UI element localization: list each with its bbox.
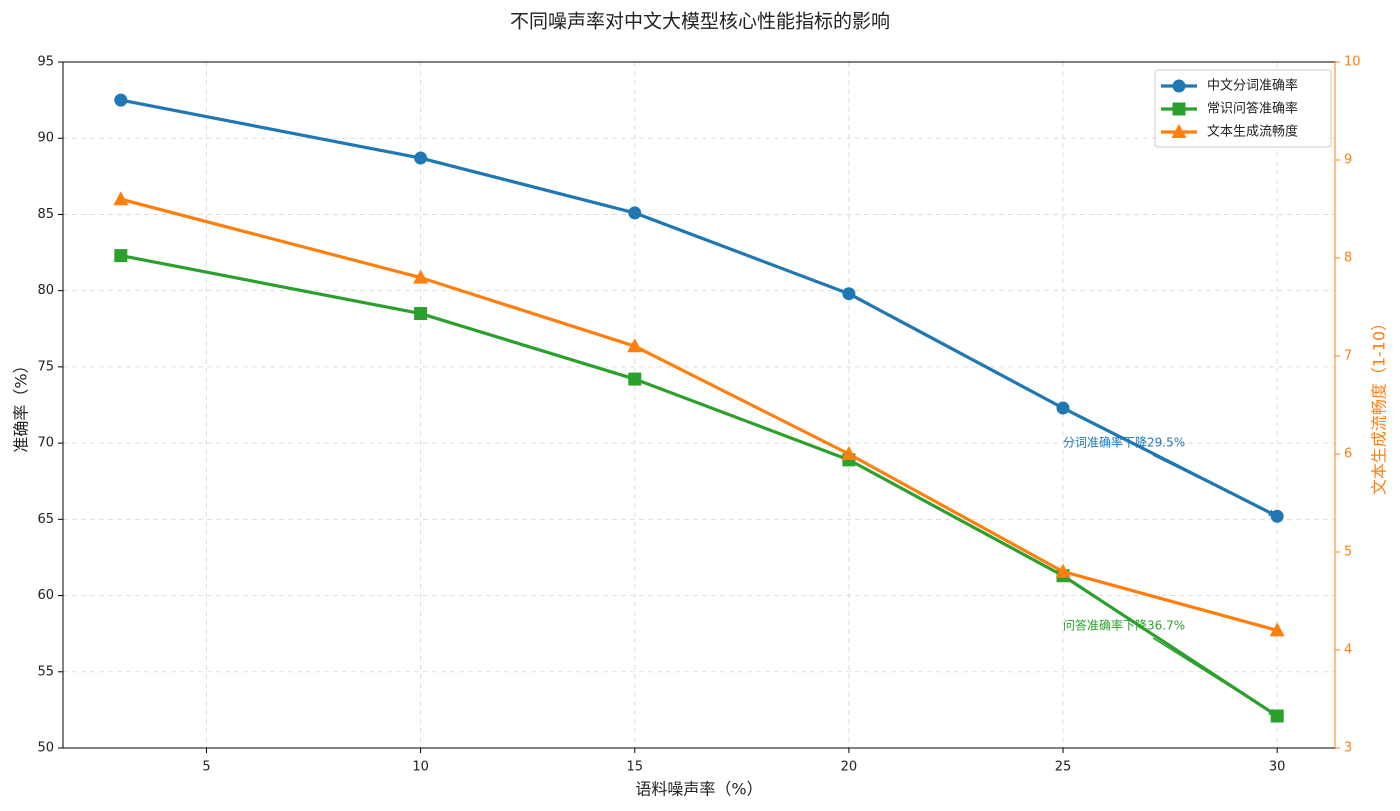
y-tick-label: 50 [37, 741, 54, 756]
y-tick-label: 75 [37, 359, 54, 374]
arrow-head [1268, 509, 1278, 517]
marker [113, 191, 129, 206]
marker [413, 269, 429, 284]
legend-box [1154, 69, 1332, 148]
marker [1056, 401, 1070, 415]
marker [1172, 79, 1186, 93]
legend-label: 常识问答准确率 [1207, 101, 1298, 117]
marker [841, 446, 857, 460]
y2-tick-label: 7 [1344, 349, 1352, 364]
marker [628, 206, 642, 220]
series-line [120, 98, 1278, 518]
y2-tick-label: 4 [1344, 643, 1352, 658]
y-tick-label: 80 [37, 283, 54, 298]
series-line [120, 254, 1279, 718]
annotation-arrow [1152, 454, 1278, 517]
legend-label: 中文分词准确率 [1207, 78, 1298, 94]
y2-tick-label: 10 [1344, 55, 1361, 70]
y-tick-label: 55 [37, 664, 54, 679]
y-tick-label: 85 [37, 207, 54, 222]
marker [414, 307, 428, 321]
y2-axis-label: 文本生成流畅度（1-10） [1370, 315, 1389, 495]
x-tick-label: 30 [1269, 760, 1286, 775]
y2-tick-label: 8 [1344, 251, 1352, 266]
y-tick-label: 90 [37, 131, 54, 146]
marker [414, 151, 428, 165]
arrow-head [1268, 708, 1278, 716]
marker [1055, 563, 1071, 578]
x-tick-label: 15 [626, 760, 643, 775]
y-tick-label: 60 [37, 588, 54, 603]
marker [114, 93, 128, 107]
annotation: 分词准确率下降29.5% [1063, 435, 1185, 450]
marker [1171, 124, 1187, 138]
x-axis-label: 语料噪声率（%） [635, 780, 762, 799]
y-tick-label: 95 [37, 55, 54, 70]
series-line [120, 197, 1278, 632]
y2-tick-label: 5 [1344, 545, 1352, 560]
x-tick-label: 20 [841, 760, 858, 775]
x-tick-label: 10 [412, 760, 429, 775]
x-tick-label: 25 [1055, 760, 1072, 775]
annotation-arrow [1152, 637, 1278, 717]
annotation: 问答准确率下降36.7% [1063, 618, 1185, 633]
marker [114, 249, 128, 263]
y-tick-label: 65 [37, 512, 54, 527]
marker [1269, 622, 1285, 637]
marker [1172, 102, 1186, 116]
y-tick-label: 70 [37, 436, 54, 451]
legend-label: 文本生成流畅度 [1207, 124, 1298, 140]
x-tick-label: 5 [202, 760, 210, 775]
y2-tick-label: 6 [1344, 447, 1352, 462]
marker [627, 338, 643, 353]
chart-title: 不同噪声率对中文大模型核心性能指标的影响 [510, 11, 890, 33]
marker [628, 372, 642, 386]
y-axis-label: 准确率（%） [12, 357, 31, 452]
y2-tick-label: 3 [1344, 741, 1352, 756]
y2-tick-label: 9 [1344, 153, 1352, 168]
marker [842, 287, 856, 301]
